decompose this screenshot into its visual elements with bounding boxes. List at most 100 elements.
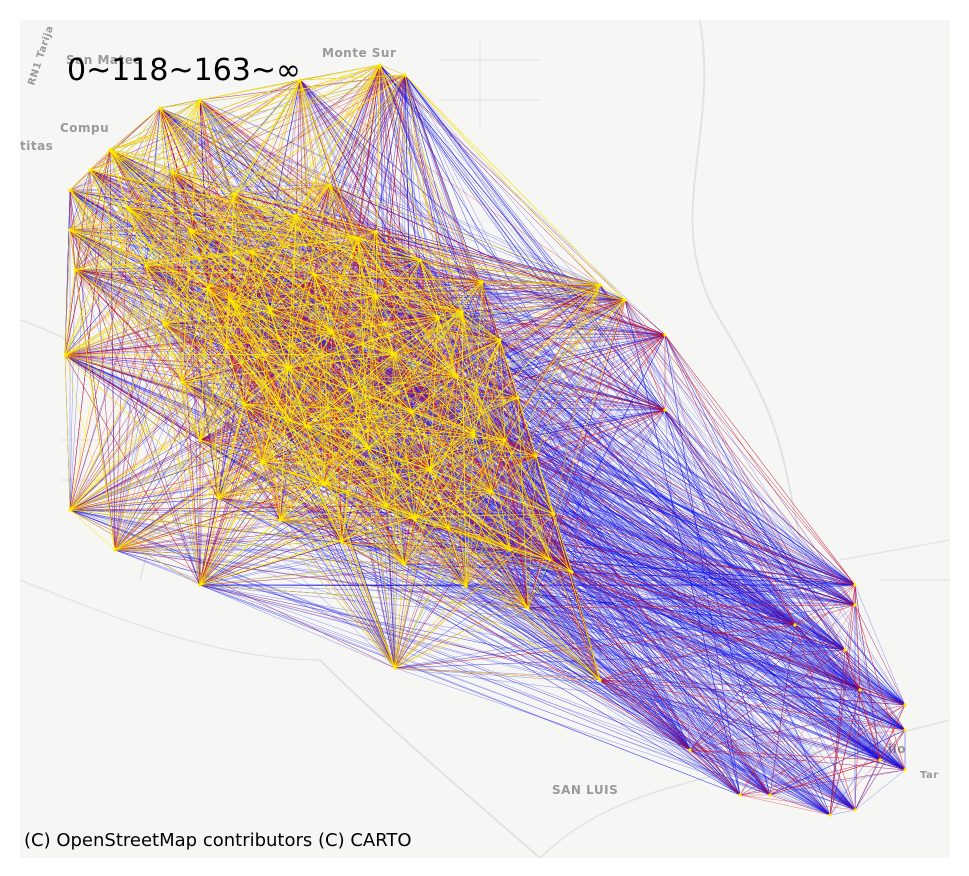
- flow-line: [379, 64, 881, 761]
- flow-line: [127, 207, 666, 336]
- flow-line: [199, 299, 626, 586]
- flow-line: [403, 563, 831, 816]
- flow-line: [287, 367, 831, 816]
- flow-line: [159, 107, 626, 301]
- flow-line: [64, 354, 906, 771]
- place-label-san-mateo: San Mateo: [66, 53, 142, 67]
- flow-line: [313, 273, 551, 561]
- flow-line: [114, 549, 796, 626]
- flow-line: [261, 461, 691, 751]
- flow-line: [473, 433, 846, 651]
- flow-line: [199, 99, 601, 286]
- flow-line: [499, 339, 856, 586]
- flow-line: [69, 229, 856, 586]
- flow-line: [329, 184, 666, 411]
- flow-line: [114, 549, 467, 587]
- flow-line: [404, 74, 856, 811]
- flow-line: [404, 74, 906, 731]
- flow-line: [299, 79, 856, 586]
- flow-line: [461, 311, 861, 691]
- flow-line: [599, 679, 906, 771]
- flow-line: [323, 483, 771, 796]
- flow-line: [465, 585, 906, 731]
- flow-line: [69, 497, 219, 511]
- flow-line: [504, 439, 856, 811]
- flow-line: [404, 74, 771, 796]
- map-panel[interactable]: San Mateo Monte Sur Compu titas SAN LUIS…: [20, 20, 950, 858]
- flow-line: [305, 425, 906, 771]
- flow-line: [145, 64, 381, 267]
- flow-line: [357, 237, 666, 336]
- flow-line: [145, 64, 381, 267]
- flow-line: [379, 64, 555, 515]
- flow-line: [491, 491, 906, 731]
- flow-line: [599, 284, 856, 811]
- flow-line: [305, 425, 846, 651]
- flow-line: [599, 284, 846, 651]
- flow-line: [217, 409, 666, 499]
- flow-line: [437, 317, 856, 586]
- flow-line: [664, 409, 831, 816]
- flow-line: [114, 549, 741, 796]
- flow-line: [429, 469, 741, 796]
- flow-line: [404, 74, 691, 751]
- flow-line: [181, 381, 741, 796]
- flow-line: [599, 679, 881, 761]
- flow-line: [599, 284, 846, 651]
- flow-line: [404, 74, 506, 441]
- flow-line: [394, 604, 856, 669]
- flow-line: [404, 74, 861, 691]
- flow-line: [217, 497, 906, 771]
- flow-line: [689, 749, 831, 816]
- flow-line: [299, 79, 906, 731]
- flow-line: [664, 409, 796, 626]
- flow-line: [664, 409, 796, 626]
- flow-line: [549, 559, 906, 731]
- flow-line: [379, 64, 439, 319]
- basemap-road: [839, 539, 950, 561]
- flow-line: [499, 334, 666, 341]
- flow-line: [74, 269, 856, 811]
- flow-line: [323, 483, 771, 796]
- flow-line: [854, 584, 906, 706]
- flow-line: [379, 64, 906, 706]
- flow-line: [829, 704, 906, 816]
- flow-line: [299, 79, 856, 586]
- flow-line: [313, 273, 551, 561]
- flow-line: [465, 585, 741, 796]
- flow-line: [624, 299, 856, 811]
- flow-line: [794, 624, 881, 761]
- flow-line: [535, 455, 906, 706]
- flow-line: [341, 541, 831, 816]
- flow-line: [379, 64, 831, 816]
- flow-line: [394, 649, 846, 669]
- flow-line: [571, 409, 666, 573]
- flow-line: [199, 99, 297, 217]
- flow-line: [404, 74, 906, 706]
- flow-line: [517, 397, 856, 811]
- flow-line: [379, 64, 906, 706]
- flow-line: [217, 497, 856, 811]
- flow-line: [403, 563, 906, 771]
- flow-line: [481, 281, 741, 796]
- flow-line: [794, 624, 881, 761]
- flow-line: [114, 549, 906, 771]
- flow-line: [199, 439, 741, 796]
- flow-line: [74, 269, 906, 771]
- flow-line: [269, 309, 691, 751]
- flow-line: [299, 79, 856, 586]
- flow-line: [69, 509, 771, 796]
- flow-line: [233, 193, 691, 751]
- flow-line: [455, 375, 861, 691]
- flow-line: [64, 334, 666, 356]
- flow-line: [769, 729, 906, 796]
- flow-line: [163, 323, 666, 336]
- flow-line: [535, 455, 856, 811]
- flow-line: [481, 281, 691, 751]
- flow-line: [509, 549, 856, 586]
- flow-line: [404, 74, 906, 706]
- flow-line: [854, 604, 881, 761]
- flow-line: [279, 519, 741, 796]
- flow-line: [404, 74, 601, 681]
- flow-line: [429, 469, 861, 691]
